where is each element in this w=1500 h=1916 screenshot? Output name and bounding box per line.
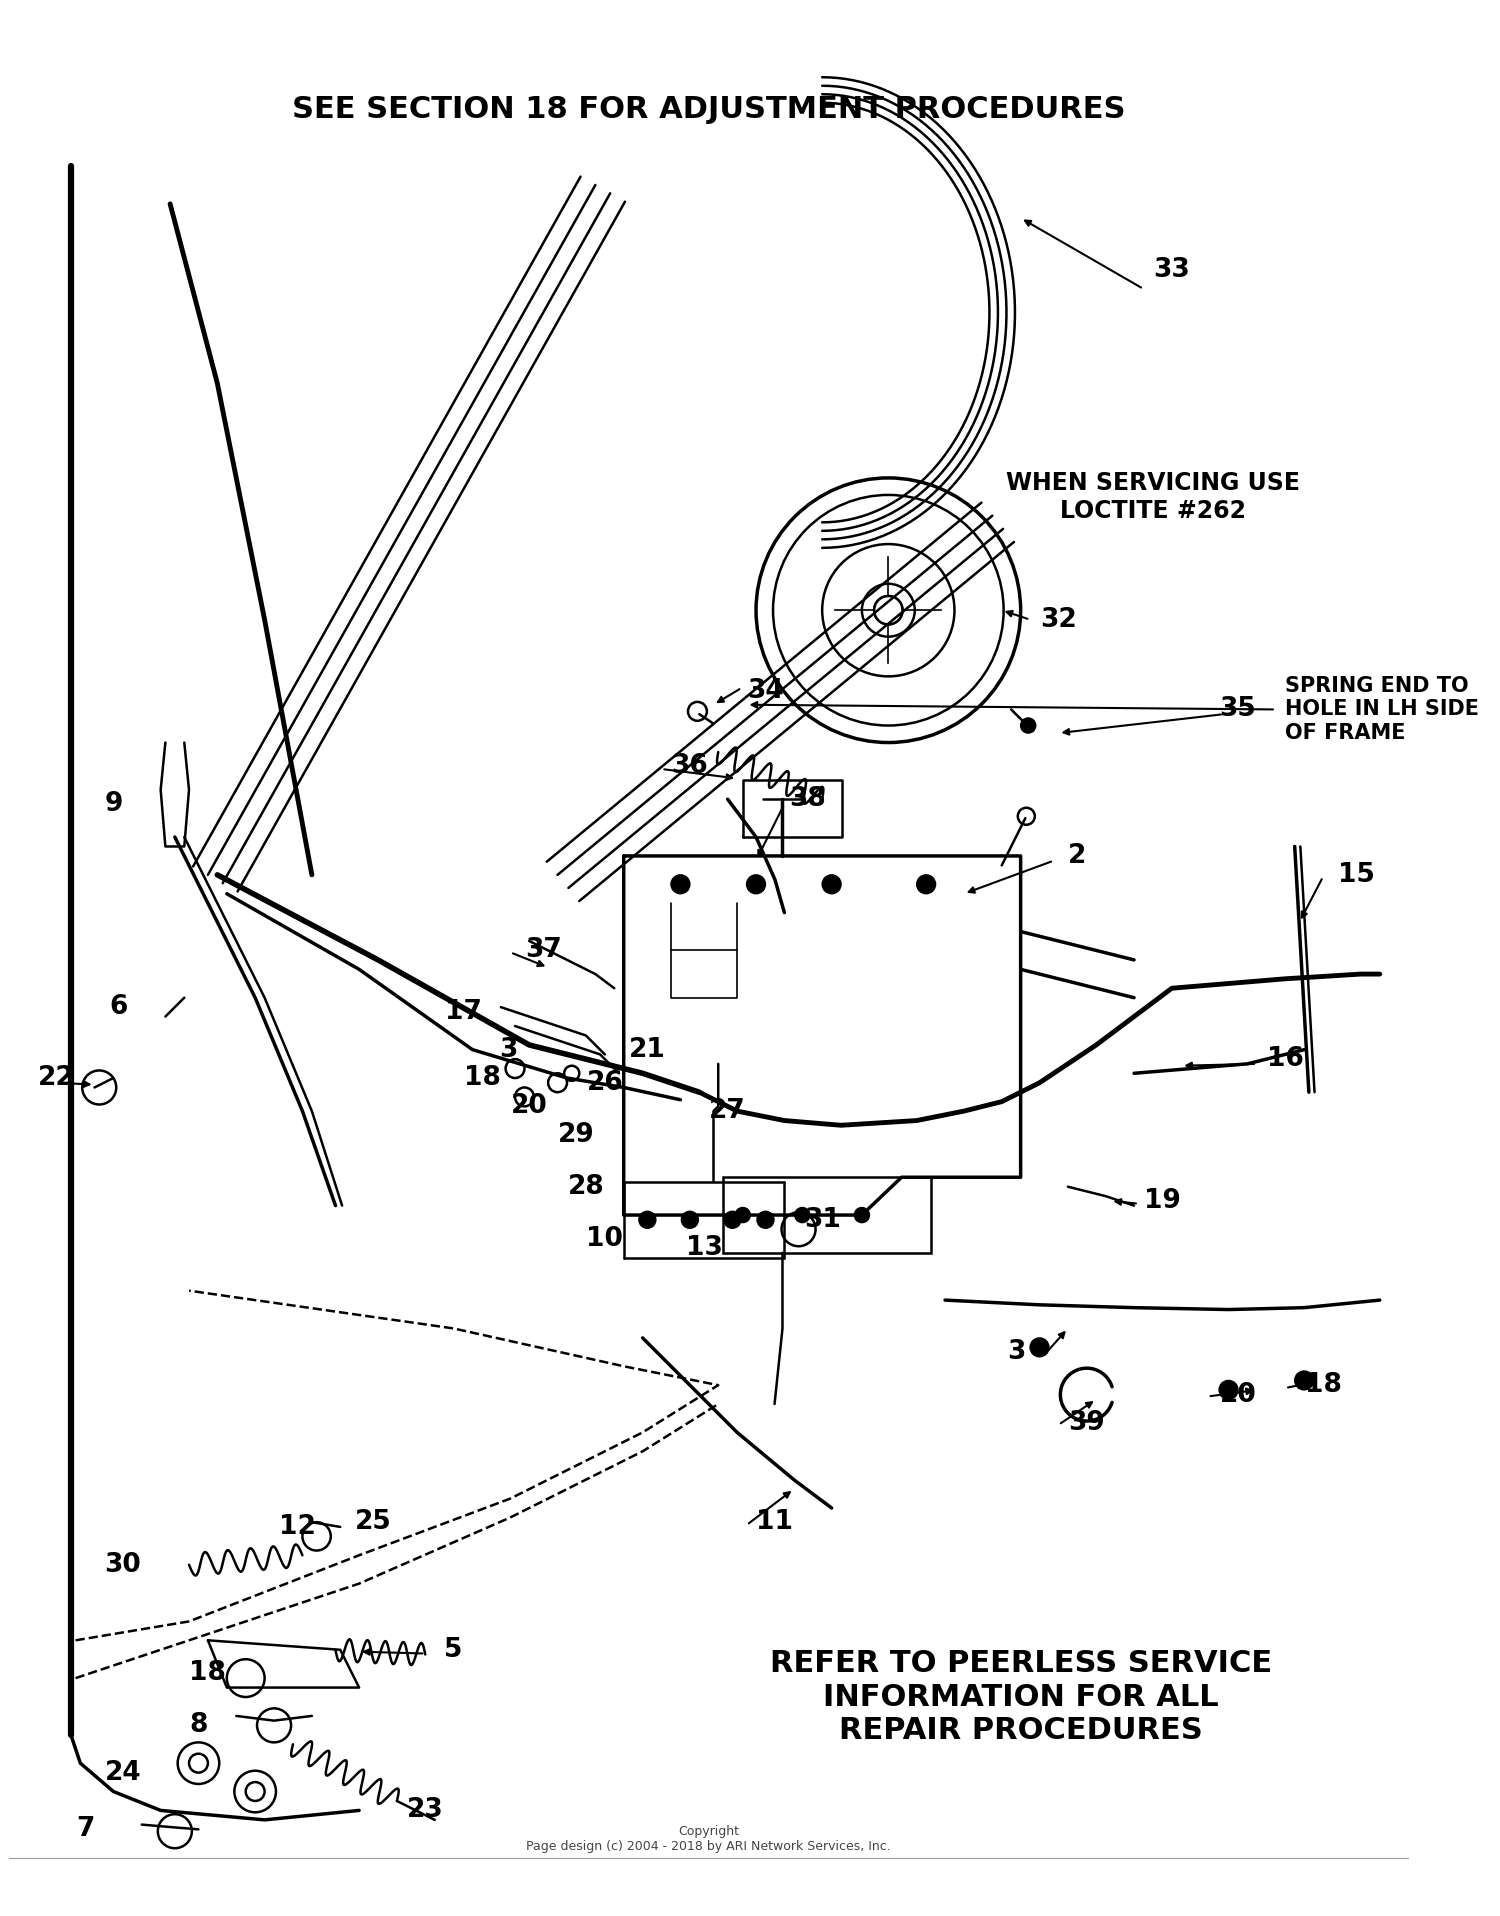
Text: 37: 37 <box>525 937 562 964</box>
Text: 31: 31 <box>804 1207 840 1232</box>
Text: SPRING END TO
HOLE IN LH SIDE
OF FRAME: SPRING END TO HOLE IN LH SIDE OF FRAME <box>1286 676 1479 743</box>
Text: Copyright
Page design (c) 2004 - 2018 by ARI Network Services, Inc.: Copyright Page design (c) 2004 - 2018 by… <box>526 1824 891 1853</box>
Circle shape <box>874 596 903 625</box>
Text: 23: 23 <box>406 1797 444 1824</box>
Text: 27: 27 <box>710 1098 746 1125</box>
Text: REFER TO PEERLESS SERVICE
INFORMATION FOR ALL
REPAIR PROCEDURES: REFER TO PEERLESS SERVICE INFORMATION FO… <box>770 1650 1272 1745</box>
Text: 38: 38 <box>789 786 826 812</box>
Circle shape <box>1030 1337 1048 1357</box>
Text: 10: 10 <box>586 1226 624 1251</box>
Circle shape <box>855 1207 870 1222</box>
Text: 17: 17 <box>444 998 482 1025</box>
Text: 20: 20 <box>1220 1381 1257 1408</box>
Circle shape <box>639 1211 656 1228</box>
Text: 11: 11 <box>756 1510 794 1535</box>
Circle shape <box>747 876 765 893</box>
Text: 28: 28 <box>567 1175 604 1199</box>
Text: 24: 24 <box>105 1759 141 1786</box>
Text: 21: 21 <box>628 1037 666 1063</box>
Text: 15: 15 <box>1338 862 1374 887</box>
Text: 16: 16 <box>1268 1046 1304 1073</box>
Text: 20: 20 <box>512 1094 548 1119</box>
Text: 2: 2 <box>1068 843 1086 870</box>
Text: 18: 18 <box>464 1065 501 1090</box>
Text: 34: 34 <box>747 678 784 703</box>
Text: 18: 18 <box>189 1661 226 1686</box>
Text: 29: 29 <box>558 1121 596 1148</box>
Text: 35: 35 <box>1220 696 1257 722</box>
Circle shape <box>916 876 936 893</box>
Text: 39: 39 <box>1068 1410 1106 1435</box>
Text: 25: 25 <box>356 1510 392 1535</box>
Circle shape <box>758 1211 774 1228</box>
Text: 26: 26 <box>586 1069 622 1096</box>
Text: 3: 3 <box>500 1037 517 1063</box>
Text: 36: 36 <box>672 753 708 780</box>
Circle shape <box>1294 1372 1314 1389</box>
Circle shape <box>724 1211 741 1228</box>
Circle shape <box>822 876 842 893</box>
Text: SEE SECTION 18 FOR ADJUSTMENT PROCEDURES: SEE SECTION 18 FOR ADJUSTMENT PROCEDURES <box>292 96 1125 125</box>
Text: 30: 30 <box>105 1552 141 1577</box>
Text: 7: 7 <box>76 1816 94 1843</box>
Text: 22: 22 <box>39 1065 75 1090</box>
Text: 5: 5 <box>444 1636 464 1663</box>
Bar <box>723 1176 932 1253</box>
Circle shape <box>1220 1380 1238 1399</box>
Text: 13: 13 <box>686 1236 723 1261</box>
Text: WHEN SERVICING USE
LOCTITE #262: WHEN SERVICING USE LOCTITE #262 <box>1007 471 1300 523</box>
Circle shape <box>795 1207 810 1222</box>
Text: 32: 32 <box>1040 607 1077 632</box>
Text: 6: 6 <box>110 994 128 1019</box>
Text: 9: 9 <box>104 791 123 816</box>
Text: 3: 3 <box>1007 1339 1025 1364</box>
Text: 8: 8 <box>189 1713 207 1738</box>
Text: 18: 18 <box>1305 1372 1341 1399</box>
Text: 33: 33 <box>1154 257 1190 284</box>
Text: 12: 12 <box>279 1514 316 1540</box>
Circle shape <box>1020 718 1036 734</box>
Text: 19: 19 <box>1144 1188 1180 1215</box>
Circle shape <box>670 876 690 893</box>
Circle shape <box>735 1207 750 1222</box>
Circle shape <box>681 1211 699 1228</box>
